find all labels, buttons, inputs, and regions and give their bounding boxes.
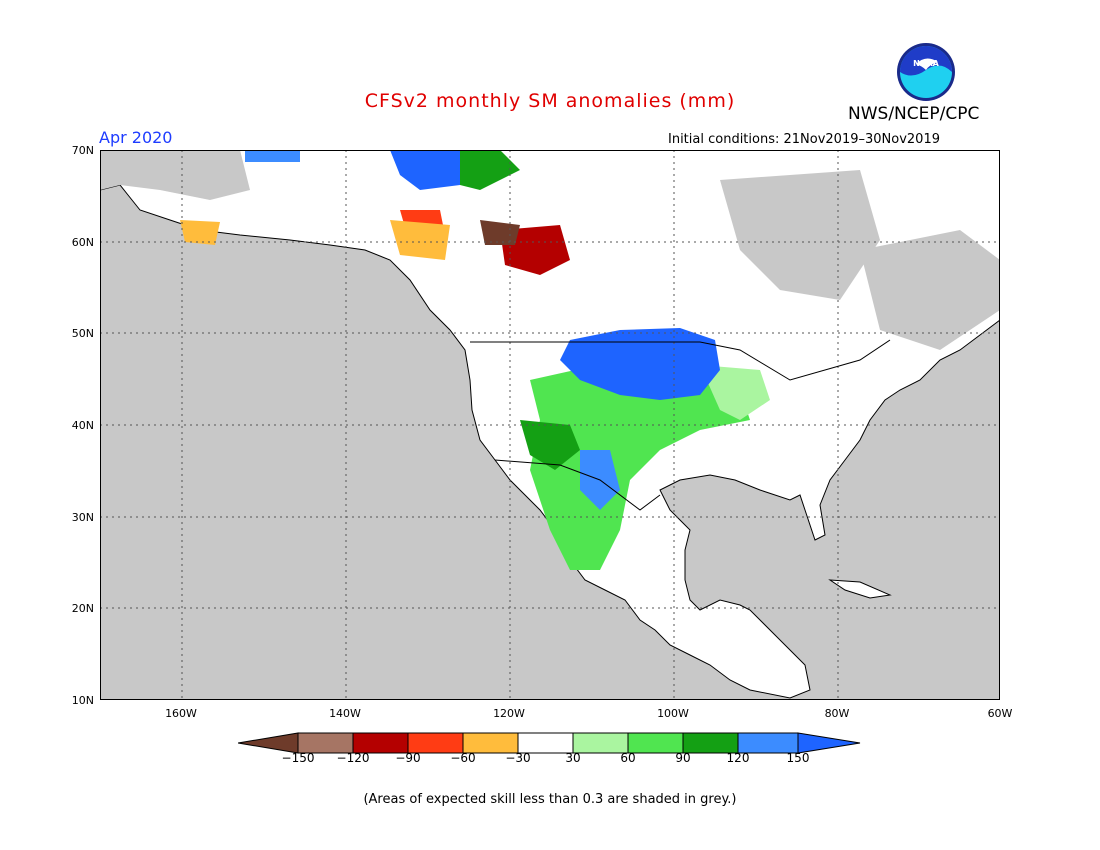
colorbar-label: 60 — [620, 751, 636, 765]
map-title: CFSv2 monthly SM anomalies (mm) — [364, 90, 736, 112]
negative-anomaly-yellow — [390, 220, 450, 260]
positive-anomaly-green — [530, 360, 750, 570]
colorbar-cell-3 — [407, 732, 464, 754]
positive-anomaly-blue-nw — [245, 150, 300, 162]
colorbar-label: −60 — [450, 751, 476, 765]
colorbar-label: −150 — [281, 751, 315, 765]
colorbar — [238, 732, 861, 754]
negative-anomaly-yellow-ak — [180, 220, 220, 245]
low-skill-grey-hudson — [720, 170, 880, 300]
lat-label-70n: 70N — [71, 144, 94, 157]
us-canada-border — [470, 339, 891, 381]
low-skill-grey-north — [100, 150, 250, 200]
lon-label-120w: 120W — [493, 707, 525, 720]
soil-moisture-map — [100, 150, 1000, 700]
noaa-logo: NOAA — [896, 42, 956, 102]
negative-anomaly-brown — [480, 220, 520, 245]
noaa-logo-text: NOAA — [913, 59, 939, 68]
graticule — [100, 150, 1000, 700]
positive-anomaly-blue — [560, 328, 720, 400]
us-mexico-border — [494, 459, 661, 511]
lat-label-20n: 20N — [71, 602, 94, 615]
low-skill-grey-east — [860, 230, 1000, 350]
positive-anomaly-darkgreen — [520, 420, 580, 470]
colorbar-label: 30 — [565, 751, 581, 765]
colorbar-cell-10 — [797, 732, 861, 754]
positive-anomaly-lightgreen — [700, 365, 770, 420]
colorbar-label: −120 — [336, 751, 370, 765]
colorbar-label: 90 — [675, 751, 691, 765]
skill-note: (Areas of expected skill less than 0.3 a… — [363, 792, 737, 807]
lon-label-160w: 160W — [165, 707, 197, 720]
colorbar-label: 120 — [726, 751, 750, 765]
agency-label: NWS/NCEP/CPC — [848, 104, 980, 124]
initial-conditions: Initial conditions: 21Nov2019–30Nov2019 — [668, 132, 940, 147]
colorbar-cell-5 — [517, 732, 574, 754]
colorbar-cell-4 — [462, 732, 519, 754]
cuba-land — [828, 579, 892, 599]
colorbar-label: −90 — [395, 751, 421, 765]
lat-label-30n: 30N — [71, 511, 94, 524]
lat-label-10n: 10N — [71, 694, 94, 707]
target-month: Apr 2020 — [99, 128, 173, 147]
lat-label-60n: 60N — [71, 236, 94, 249]
positive-anomaly-blue-north — [390, 150, 460, 190]
negative-anomaly-red — [500, 225, 570, 275]
colorbar-label: −30 — [505, 751, 531, 765]
lon-label-80w: 80W — [824, 707, 850, 720]
colorbar-cell-0 — [238, 732, 299, 754]
lon-label-100w: 100W — [657, 707, 689, 720]
lat-label-50n: 50N — [71, 327, 94, 340]
lon-label-140w: 140W — [329, 707, 361, 720]
colorbar-cell-6 — [572, 732, 629, 754]
lon-label-60w: 60W — [987, 707, 1013, 720]
colorbar-cell-2 — [352, 732, 409, 754]
colorbar-label: 150 — [786, 751, 810, 765]
colorbar-cell-9 — [737, 732, 799, 754]
colorbar-cell-8 — [682, 732, 739, 754]
colorbar-cell-1 — [297, 732, 354, 754]
lat-label-40n: 40N — [71, 419, 94, 432]
colorbar-cell-7 — [627, 732, 684, 754]
